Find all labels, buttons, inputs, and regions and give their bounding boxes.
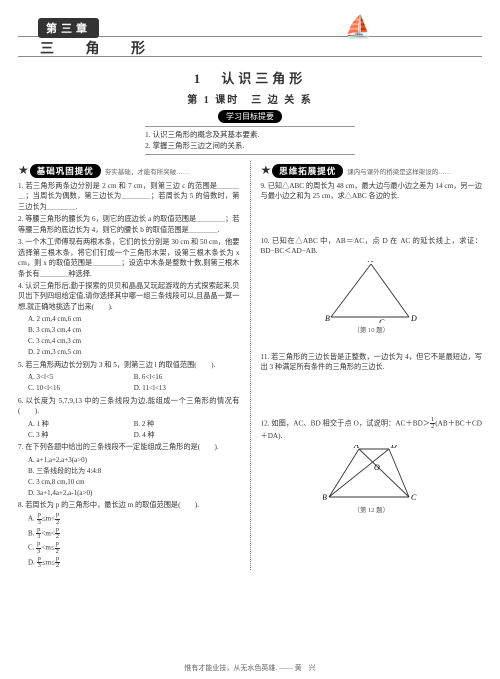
chapter-ribbon: 第三章 bbox=[38, 18, 99, 38]
question-3: 3. 一个木工师傅现有两根木条，它们的长分别是 30 cm 和 50 cm，他要… bbox=[18, 237, 240, 279]
option: A. 1 种 bbox=[28, 419, 134, 430]
question-1: 1. 若三角形两条边分别是 2 cm 和 7 cm，则第三边 c 的范围是＿＿＿… bbox=[18, 181, 240, 212]
option: D. 4 种 bbox=[134, 430, 240, 441]
svg-text:D: D bbox=[410, 314, 417, 323]
figure-12-caption: （第 12 题） bbox=[261, 504, 483, 514]
chapter-banner: 第三章 ⛵ 三 角 形 bbox=[18, 14, 482, 62]
svg-text:A: A bbox=[353, 445, 359, 450]
goal-item: 1. 认识三角形的概念及其基本要素. bbox=[145, 130, 355, 141]
question-6: 6. 以长度为 5,7,9,13 中的三条线段为边,能组成一个三角形的情况有( … bbox=[18, 396, 240, 417]
q8-options: A. p3≤m<p2 B. p3<m<p2 C. p3<m≤p2 D. p3≤m… bbox=[28, 512, 240, 570]
question-8: 8. 若周长为 p 的三角形中，最长边 m 的取值范围是( ). bbox=[18, 500, 240, 510]
option: D. 11<l<13 bbox=[134, 383, 240, 394]
question-11: 11. 若三角形的三边长皆是正整数，一边长为 4，但它不是最短边，写出 3 种满… bbox=[261, 352, 483, 373]
page-footer: 惟有才能业技，从无水色英雄. —— 黄 兴 bbox=[0, 663, 500, 673]
q7-options: A. a+1,a+2,a+3(a>0) B. 三条线段的比为 4:4:8 C. … bbox=[28, 455, 240, 499]
svg-text:D: D bbox=[390, 445, 397, 450]
chapter-subtitle: 三 角 形 bbox=[40, 38, 159, 58]
goal-item: 2. 掌握三角形三边之间的关系. bbox=[145, 141, 355, 152]
left-column: ★ 基础巩固提优 夯实基础，才能有所突破…… 1. 若三角形两条边分别是 2 c… bbox=[18, 161, 240, 570]
option: B. 3 cm,3 cm,4 cm bbox=[28, 325, 240, 336]
svg-text:C: C bbox=[379, 318, 385, 323]
svg-text:A: A bbox=[367, 261, 373, 264]
section-title-block: 1 认识三角形 第 1 课时 三 边 关 系 学习目标提要 1. 认识三角形的概… bbox=[18, 68, 482, 155]
svg-text:C: C bbox=[411, 493, 417, 502]
option: B. p3<m<p2 bbox=[28, 527, 240, 541]
figure-10: A B C D （第 10 题） bbox=[261, 261, 483, 334]
option: B. 2 种 bbox=[134, 419, 240, 430]
star-icon: ★ bbox=[261, 163, 272, 178]
goal-list: 1. 认识三角形的概念及其基本要素. 2. 掌握三角形三边之间的关系. bbox=[145, 126, 355, 155]
star-icon: ★ bbox=[18, 163, 29, 178]
right-section-tag: 思维拓展提优 bbox=[272, 164, 343, 178]
option: D. 3a+1,4a+2,a-1(a>0) bbox=[28, 488, 240, 499]
option: A. a+1,a+2,a+3(a>0) bbox=[28, 455, 240, 466]
figure-10-caption: （第 10 题） bbox=[261, 324, 483, 334]
right-column: ★ 思维拓展提优 课内与课外的桥梁是这样架设的…… 9. 已知△ABC 的周长为… bbox=[261, 161, 483, 570]
question-9: 9. 已知△ABC 的周长为 48 cm，最大边与最小边之差为 14 cm，另一… bbox=[261, 181, 483, 202]
option: C. p3<m≤p2 bbox=[28, 541, 240, 555]
option: A. 3<l<5 bbox=[28, 372, 134, 383]
option: A. p3≤m<p2 bbox=[28, 512, 240, 526]
q6-options: A. 1 种B. 2 种 C. 3 种D. 4 种 bbox=[28, 419, 240, 441]
option: C. 10<l<16 bbox=[28, 383, 134, 394]
question-2: 2. 等腰三角形的腰长为 6，则它的底边长 a 的取值范围是＿＿＿＿；若等腰三角… bbox=[18, 214, 240, 235]
question-4: 4. 认识三角形后,勤于探索的贝贝和晶晶又玩起游戏的方式探索起来,贝贝出下列四组… bbox=[18, 281, 240, 312]
right-section-note: 课内与课外的桥梁是这样架设的…… bbox=[347, 166, 451, 176]
option: D. p3≤m≤p2 bbox=[28, 556, 240, 570]
svg-text:B: B bbox=[325, 314, 330, 323]
question-12: 12. 如图，AC、BD 相交于点 O，试说明：AC＋BD＞12(AB＋BC＋C… bbox=[261, 417, 483, 441]
q4-options: A. 2 cm,4 cm,6 cm B. 3 cm,3 cm,4 cm C. 3… bbox=[28, 314, 240, 358]
q5-options: A. 3<l<5B. 6<l<16 C. 10<l<16D. 11<l<13 bbox=[28, 372, 240, 394]
option: A. 2 cm,4 cm,6 cm bbox=[28, 314, 240, 325]
left-section-note: 夯实基础，才能有所突破…… bbox=[105, 166, 190, 176]
option: B. 6<l<16 bbox=[134, 372, 240, 383]
figure-12: A D B C O （第 12 题） bbox=[261, 445, 483, 514]
question-10: 10. 已知在△ABC 中，AB＝AC，点 D 在 AC 的延长线上，求证：BD… bbox=[261, 236, 483, 257]
question-5: 5. 若三角形两边长分别为 3 和 5，则第三边 l 的取值范围( ). bbox=[18, 360, 240, 370]
svg-text:B: B bbox=[323, 493, 327, 502]
option: C. 3 cm,4 cm,3 cm bbox=[28, 336, 240, 347]
decor-sail-icon: ⛵ bbox=[345, 14, 372, 40]
left-section-tag: 基础巩固提优 bbox=[30, 164, 101, 178]
column-divider bbox=[250, 161, 251, 570]
lesson-title: 第 1 课时 三 边 关 系 bbox=[18, 91, 482, 106]
option: C. 3 种 bbox=[28, 430, 134, 441]
option: B. 三条线段的比为 4:4:8 bbox=[28, 466, 240, 477]
section-title: 1 认识三角形 bbox=[18, 68, 482, 87]
option: D. 2 cm,3 cm,5 cm bbox=[28, 347, 240, 358]
option: C. 3 cm,8 cm,10 cm bbox=[28, 477, 240, 488]
svg-text:O: O bbox=[374, 463, 380, 472]
goal-heading: 学习目标提要 bbox=[218, 110, 282, 123]
question-7: 7. 在下列各题中给出的三条线段不一定能组成三角形的是( ). bbox=[18, 442, 240, 452]
